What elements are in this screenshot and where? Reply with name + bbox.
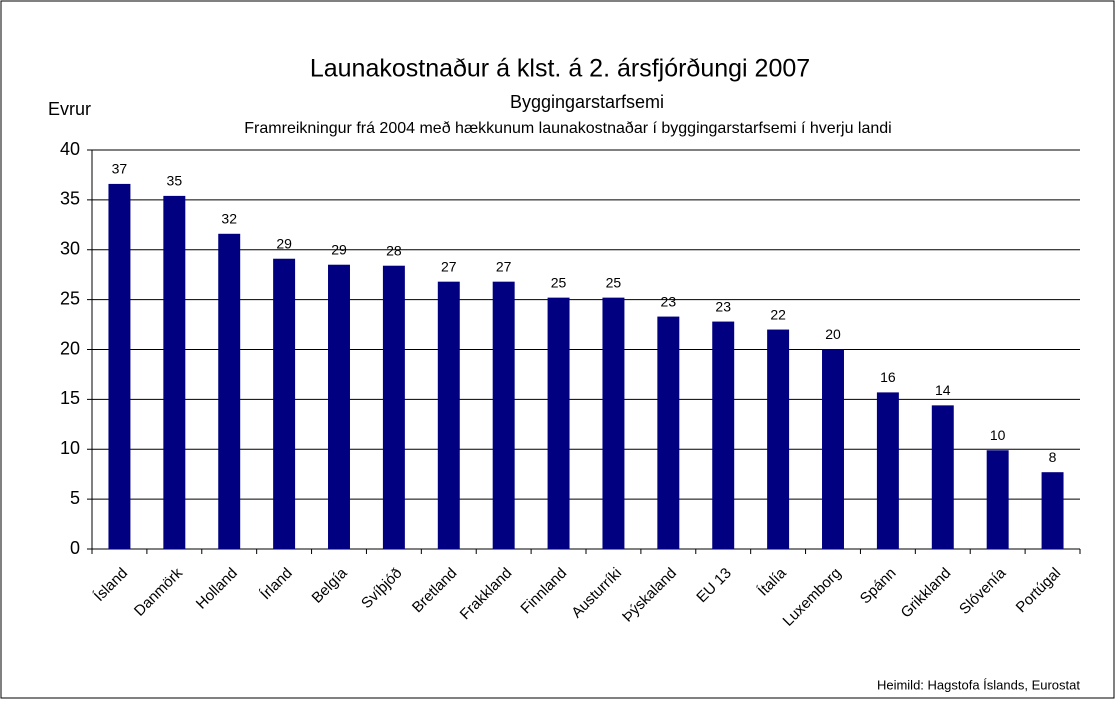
bar xyxy=(163,195,186,549)
value-label: 16 xyxy=(880,369,896,385)
chart-title: Launakostnaður á klst. á 2. ársfjórðungi… xyxy=(310,55,810,83)
value-label: 27 xyxy=(441,258,457,274)
chart-subtitle: Framreikningur frá 2004 með hækkunum lau… xyxy=(244,120,891,137)
value-label: 23 xyxy=(715,298,731,314)
bar xyxy=(602,297,625,549)
bar xyxy=(492,281,515,549)
bar xyxy=(382,265,405,549)
value-label: 27 xyxy=(496,258,512,274)
value-label: 37 xyxy=(112,161,128,177)
bar xyxy=(328,264,350,549)
bar xyxy=(1041,472,1064,549)
y-tick-label: 30 xyxy=(60,239,80,259)
y-tick-label: 25 xyxy=(60,288,80,308)
bar xyxy=(712,321,735,549)
bar xyxy=(657,316,680,549)
y-tick-label: 0 xyxy=(70,538,80,558)
bar xyxy=(876,392,899,549)
y-tick-label: 40 xyxy=(60,139,80,159)
value-label: 10 xyxy=(990,427,1006,443)
value-label: 32 xyxy=(221,210,237,226)
value-label: 29 xyxy=(276,235,292,251)
bar xyxy=(108,183,131,550)
value-label: 25 xyxy=(551,274,567,290)
source: Heimild: Hagstofa Íslands, Eurostat xyxy=(877,677,1080,692)
value-label: 22 xyxy=(770,306,786,322)
y-tick-label: 10 xyxy=(60,438,80,458)
y-tick-label: 35 xyxy=(60,189,80,209)
bar xyxy=(273,258,296,549)
y-axis-label: Evrur xyxy=(48,99,91,119)
y-tick-label: 5 xyxy=(70,488,80,508)
chart-subtitle: Byggingarstarfsemi xyxy=(510,92,664,112)
bar xyxy=(931,405,954,549)
value-label: 35 xyxy=(167,173,183,189)
bar xyxy=(218,233,241,550)
value-label: 25 xyxy=(606,274,622,290)
y-tick-label: 20 xyxy=(60,338,80,358)
bar xyxy=(767,329,790,549)
value-label: 8 xyxy=(1049,449,1057,465)
value-label: 23 xyxy=(661,293,677,309)
bar xyxy=(986,450,1009,549)
bar xyxy=(822,349,844,549)
value-label: 29 xyxy=(331,241,347,257)
value-label: 20 xyxy=(825,326,841,342)
value-label: 14 xyxy=(935,382,951,398)
bar xyxy=(547,297,570,549)
value-label: 28 xyxy=(386,242,402,258)
y-tick-label: 15 xyxy=(60,388,80,408)
bar xyxy=(437,281,460,549)
